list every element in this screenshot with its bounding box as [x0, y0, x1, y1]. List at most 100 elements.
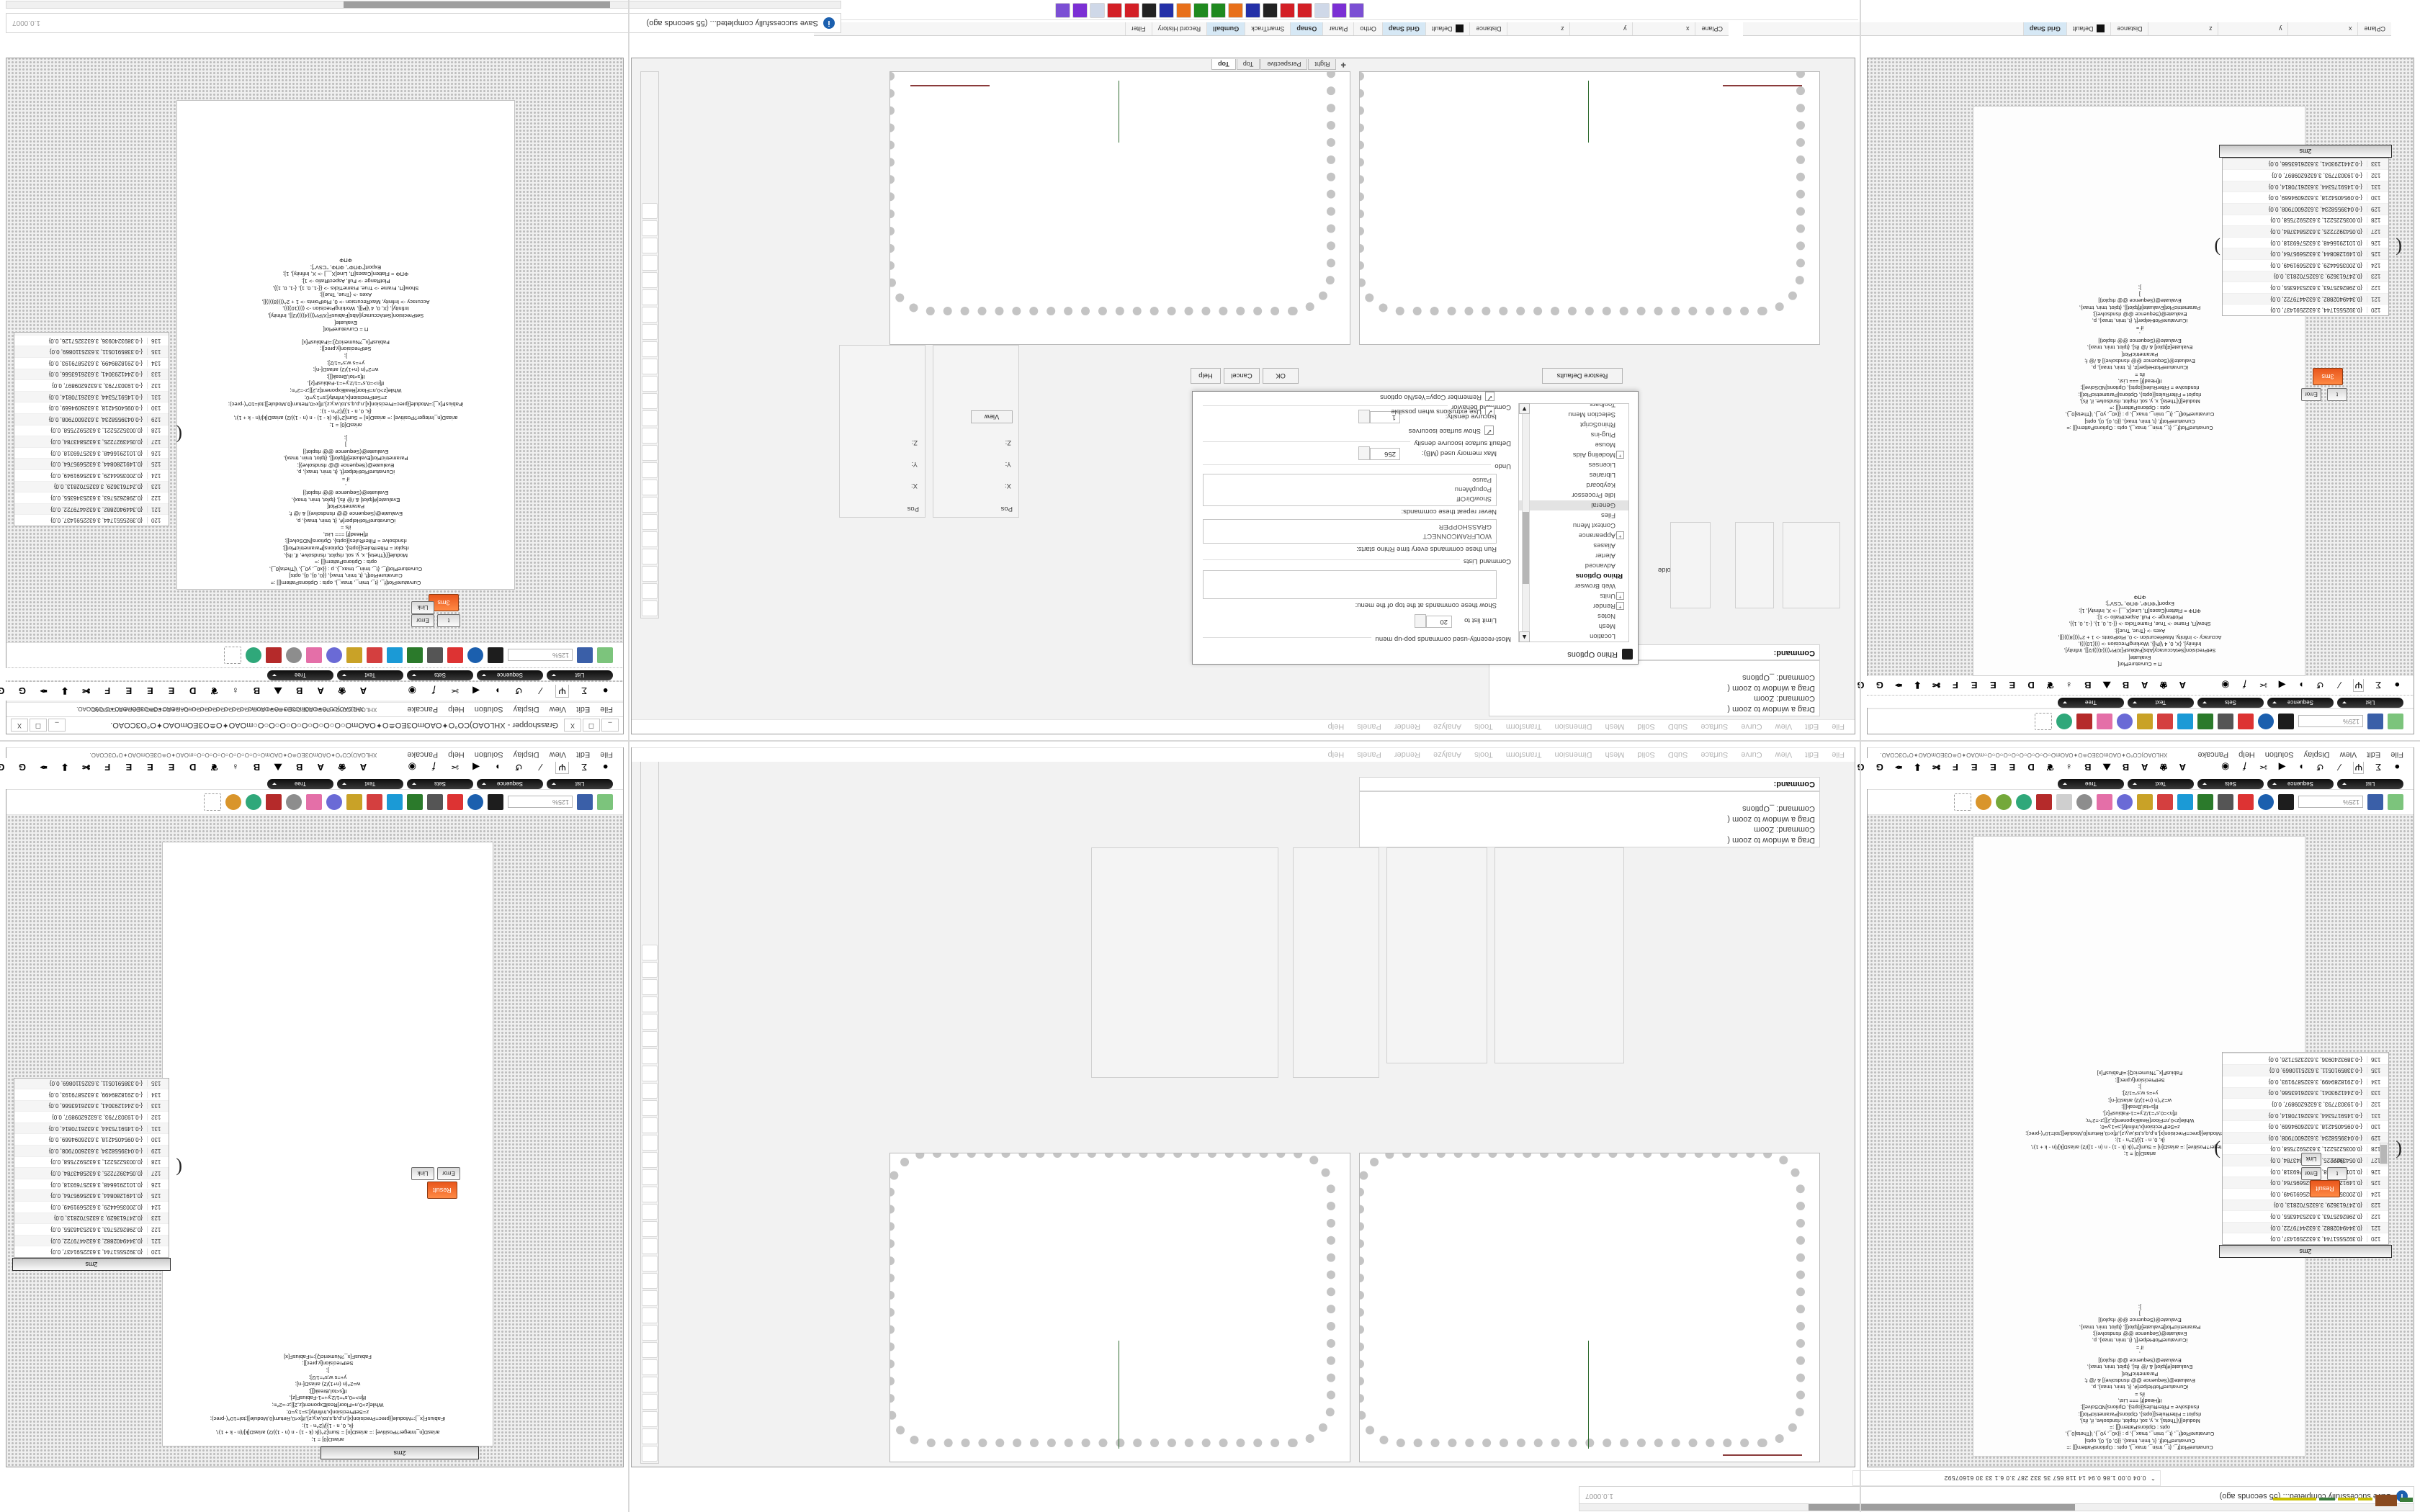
gha-assembly-icon[interactable]	[2157, 794, 2173, 810]
firefox-icon[interactable]	[1228, 3, 1244, 18]
expand-icon[interactable]: +	[1616, 592, 1624, 600]
close-button-2[interactable]: X	[11, 719, 28, 732]
expand-icon[interactable]: +	[1616, 451, 1624, 459]
gh-tab-icon-r10[interactable]: E	[1990, 762, 1996, 773]
tool-palette-a[interactable]	[1494, 847, 1624, 1063]
gh-tab-icon-9[interactable]: ◉	[2221, 762, 2230, 773]
gha-assembly-icon[interactable]	[367, 647, 382, 663]
rhino-menu-tools[interactable]: Tools	[1474, 750, 1493, 760]
gem-icon[interactable]	[2036, 794, 2052, 810]
sidebar-tool-icon-11[interactable]	[642, 1256, 658, 1272]
gh-tab-icon-r6[interactable]: ♁	[2065, 762, 2073, 773]
status-filter[interactable]: Filter	[1124, 22, 1152, 35]
search-icon[interactable]	[2117, 714, 2133, 729]
gh-tab-icon-r5[interactable]: B	[253, 685, 261, 697]
gh-tab-icon-r11[interactable]: E	[1971, 680, 1978, 691]
status-toggle-gumball[interactable]: Gumball	[1206, 22, 1245, 35]
gh-tab-icon-r11[interactable]: E	[125, 762, 133, 773]
gh-tab-icon-6[interactable]: ◀	[2278, 680, 2286, 691]
viewport-tab-right-0[interactable]: Right	[1308, 59, 1337, 70]
bake-icon[interactable]	[447, 647, 463, 663]
gh-group-sequence[interactable]: Sequence	[2267, 779, 2334, 789]
gh-tab-icon-r9[interactable]: E	[168, 685, 175, 697]
remember-copy-checkbox[interactable]	[1485, 392, 1494, 401]
rhino-menu-view[interactable]: View	[1775, 722, 1793, 732]
rhino-icon[interactable]	[1263, 3, 1278, 18]
expand-icon[interactable]: +	[1616, 602, 1624, 611]
rhino-sidebar-bottom[interactable]	[640, 71, 659, 618]
rhino-menu-solid[interactable]: Solid	[1637, 750, 1655, 760]
viewport-bottom-left[interactable]	[1359, 71, 1820, 345]
maximize-button[interactable]: ☐	[583, 719, 600, 732]
gh-menu-edit[interactable]: Edit	[576, 705, 591, 714]
screenshot-icon[interactable]	[346, 794, 362, 810]
properties-panel[interactable]: Pos X: Y: Z: View	[933, 345, 1019, 518]
remote-panel-icon[interactable]	[387, 647, 403, 663]
rhino-menu-curve[interactable]: Curve	[1741, 722, 1762, 732]
cancel-button[interactable]: Cancel	[1224, 368, 1260, 384]
component-link-right[interactable]: Link	[411, 1167, 434, 1180]
component-error-br[interactable]: Error	[411, 614, 434, 627]
tool-palette-f[interactable]	[1735, 522, 1774, 608]
rhino-menu-curve[interactable]: Curve	[1741, 750, 1762, 760]
data-panel-list-bottom[interactable]: 120 {0.3925551744, 3.6322591437, 0.0} 121 {…	[2222, 158, 2389, 316]
close-button[interactable]: X	[564, 719, 581, 732]
gh-group-sets[interactable]: Sets	[407, 670, 473, 680]
rhino-menu-tools[interactable]: Tools	[1474, 722, 1493, 732]
screenshot-icon[interactable]	[2137, 714, 2153, 729]
gh-tab-icon-r5[interactable]: B	[253, 762, 261, 773]
gh-menu-display[interactable]: Display	[2303, 750, 2330, 760]
rhino-menu-render[interactable]: Render	[1394, 722, 1420, 732]
gh-tab-icon-4[interactable]: ↺	[2316, 762, 2324, 773]
limit-list-spinner[interactable]	[1415, 614, 1426, 628]
sidebar-tool-icon-18[interactable]	[642, 1135, 658, 1151]
gh-tab-icon-r5[interactable]: B	[2084, 762, 2092, 773]
sidebar-tool-icon-14[interactable]	[642, 359, 658, 374]
gh-tab-icon-2[interactable]: Ψ	[555, 685, 569, 698]
sidebar-tool-icon-25[interactable]	[642, 1014, 658, 1030]
shelf-icon[interactable]	[2097, 794, 2112, 810]
tool-palette-g[interactable]	[1670, 522, 1711, 608]
gh-group-tree[interactable]: Tree	[2058, 698, 2124, 708]
gh-tab-icon-r3[interactable]: B	[295, 762, 303, 773]
rhino-menu-file[interactable]: File	[1832, 722, 1845, 732]
preview-icon[interactable]	[467, 794, 483, 810]
rhino-menu-subd[interactable]: SubD	[1667, 750, 1688, 760]
rhino-menu-mesh[interactable]: Mesh	[1605, 722, 1625, 732]
rhino-menu-help[interactable]: Help	[1327, 722, 1345, 732]
rhino-menu-mesh[interactable]: Mesh	[1605, 750, 1625, 760]
gh-tab-icon-r10[interactable]: E	[147, 762, 153, 773]
gh-tab-icon-8[interactable]: ƒ	[2241, 680, 2247, 691]
gh-tab-icon-r11[interactable]: E	[125, 685, 133, 697]
rhino-menu-subd[interactable]: SubD	[1667, 722, 1688, 732]
gh-menu-file[interactable]: File	[600, 705, 613, 714]
restore-defaults-button[interactable]: Restore Defaults	[1542, 368, 1623, 384]
gh-menu-pancake[interactable]: Pancake	[407, 750, 439, 760]
gh-tab-icon-r15[interactable]: ✒	[40, 685, 48, 697]
gh-tab-icon-r11[interactable]: E	[1971, 762, 1978, 773]
search-icon[interactable]	[326, 794, 342, 810]
cluster-icon[interactable]	[427, 647, 443, 663]
window-controls-left[interactable]: _ ☐ X	[564, 719, 619, 732]
gh-tab-icon-9[interactable]: ◉	[408, 685, 417, 697]
gh-tab-icon-r2[interactable]: A	[317, 685, 324, 697]
gh-tab-icon-3[interactable]: ∕	[2338, 680, 2340, 691]
gh-tab-icon-r13[interactable]: ✄	[1932, 680, 1941, 691]
help-button[interactable]: Help	[1191, 368, 1221, 384]
gh-tab-icon-5[interactable]: ◗	[2298, 762, 2304, 773]
sidebar-tool-icon-27[interactable]	[642, 979, 658, 995]
sidebar-tool-icon-26[interactable]	[642, 996, 658, 1012]
gh-tab-icon-r9[interactable]: E	[168, 762, 175, 773]
notebook-panel-bottom[interactable]: CurvaturePlot[f_, {t_, tmin_, tmax_}, op…	[176, 100, 515, 590]
options-tree-item-modeling-aids[interactable]: + Modeling Aids	[1519, 450, 1628, 460]
data-panel-list-right[interactable]: 120 {0.3925551744, 3.6322591437, 0.0} 121 {…	[14, 1078, 169, 1258]
sidebar-tool-icon-23[interactable]	[642, 203, 658, 219]
gh-menu-file[interactable]: File	[600, 750, 613, 760]
gh-tab-icon-r7[interactable]: ❦	[2045, 680, 2054, 691]
gh-tab-icon-r12[interactable]: F	[104, 762, 111, 773]
gh-menu-view[interactable]: View	[549, 750, 567, 760]
open-file-icon[interactable]	[2388, 714, 2403, 729]
sidebar-tool-icon-9[interactable]	[642, 1290, 658, 1306]
options-tree-item-general[interactable]: General	[1519, 500, 1628, 510]
sidebar-tool-icon-2[interactable]	[642, 566, 658, 582]
